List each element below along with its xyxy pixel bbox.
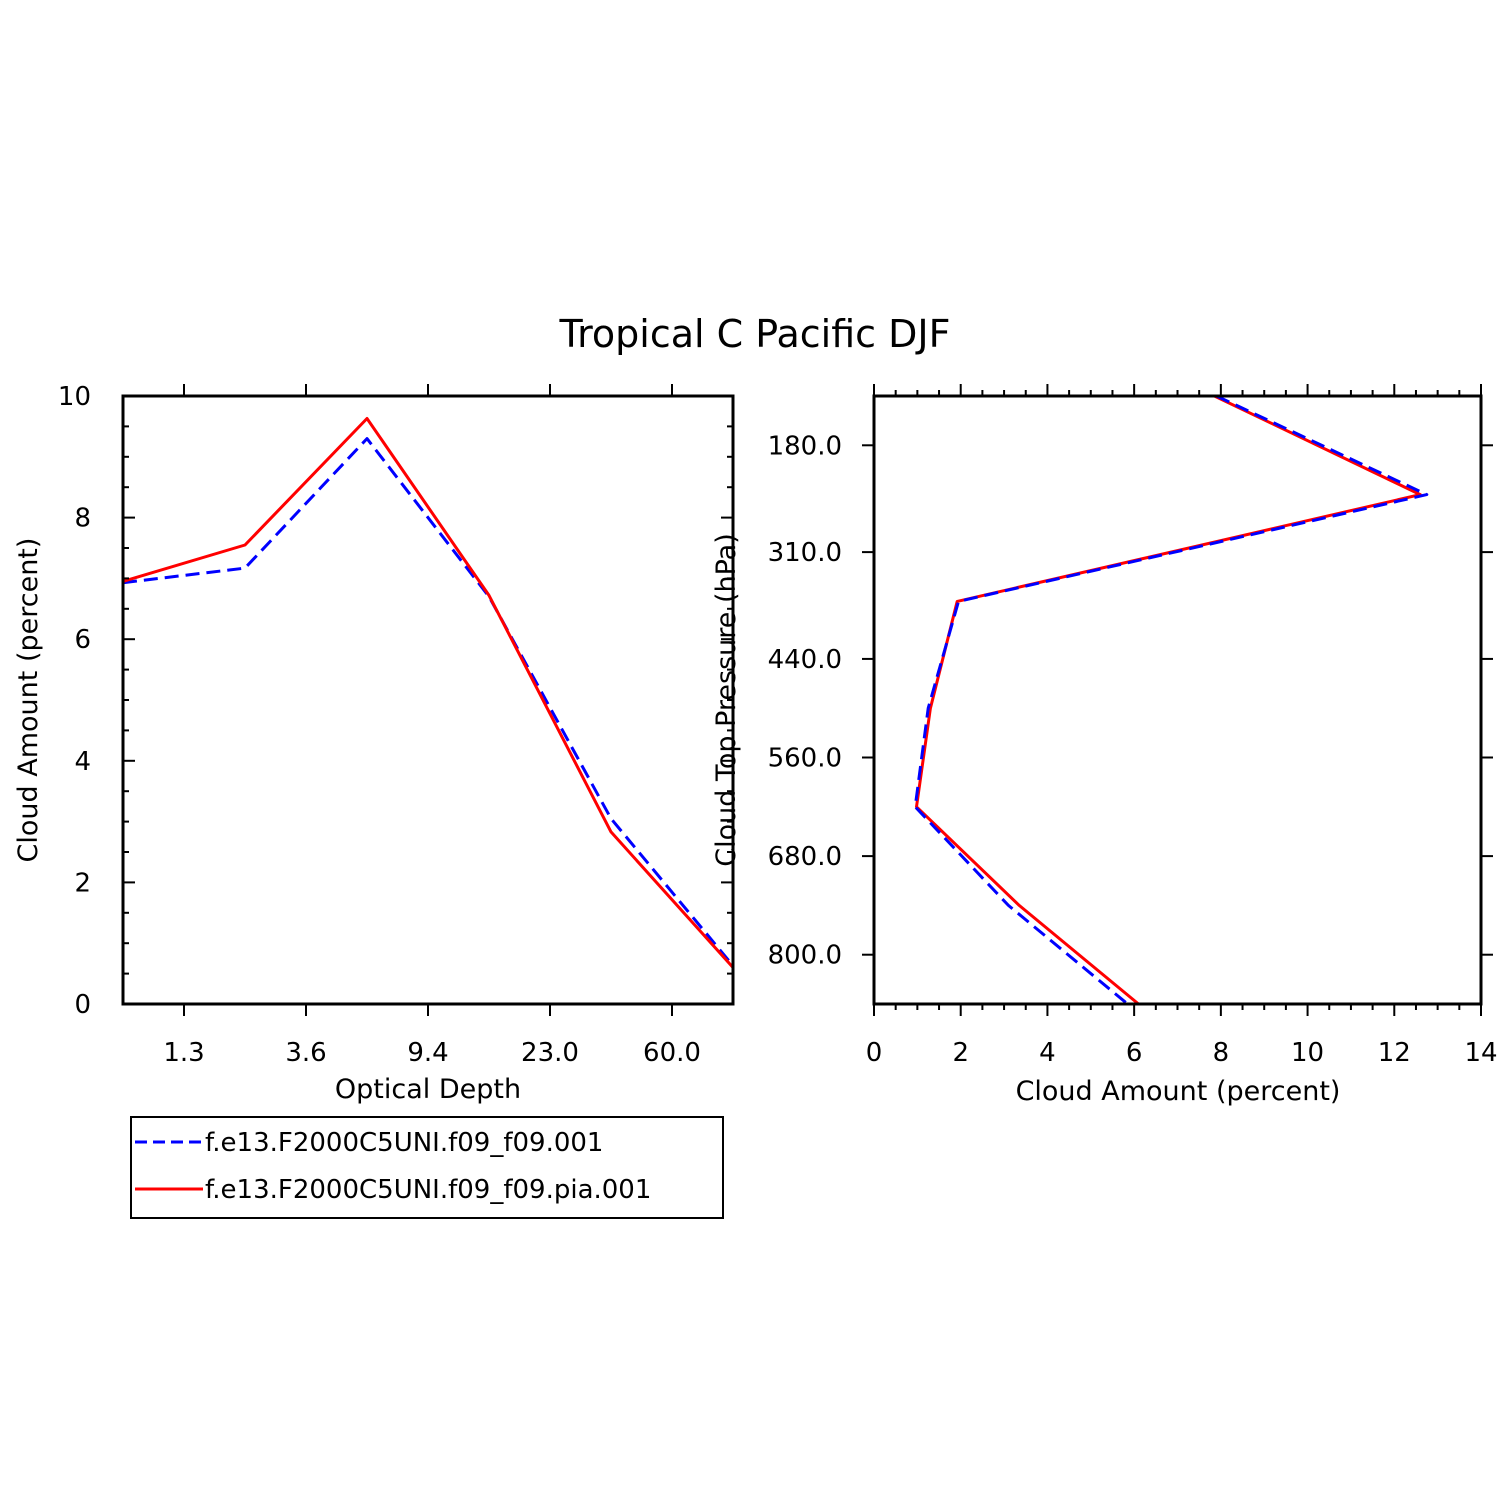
left-y-tick-label: 2 xyxy=(74,868,91,898)
left-x-tick-label: 1.3 xyxy=(163,1038,204,1068)
left-panel: 0 2 4 6 8 10 1.3 3.6 9.4 23.0 60.0 Optical Depth C… xyxy=(13,382,735,1105)
left-x-tick-label: 3.6 xyxy=(285,1038,326,1068)
left-x-axis-label: Optical Depth xyxy=(335,1074,521,1105)
right-x-tick-label: 0 xyxy=(866,1038,883,1068)
left-y-axis-label: Cloud Amount (percent) xyxy=(13,538,44,863)
right-y-tick-label: 680.0 xyxy=(768,842,842,872)
right-x-tick-label: 4 xyxy=(1039,1038,1056,1068)
chart-title: Tropical C Pacific DJF xyxy=(559,312,951,356)
left-y-tick-label: 4 xyxy=(74,747,91,777)
legend: f.e13.F2000C5UNI.f09_f09.001 f.e13.F2000… xyxy=(130,1116,724,1219)
legend-label-2: f.e13.F2000C5UNI.f09_f09.pia.001 xyxy=(205,1175,651,1205)
left-x-tick-label: 9.4 xyxy=(407,1038,448,1068)
left-y-tick-label: 0 xyxy=(74,990,91,1020)
left-y-tick-label: 10 xyxy=(58,382,91,412)
right-x-axis-label: Cloud Amount (percent) xyxy=(1016,1076,1341,1107)
left-x-tick-label: 23.0 xyxy=(521,1038,579,1068)
legend-box xyxy=(130,1116,724,1219)
left-series-line-1 xyxy=(122,437,735,967)
left-ticks: 0 2 4 6 8 10 1.3 3.6 9.4 23.0 60.0 xyxy=(58,382,733,1068)
right-y-tick-label: 800.0 xyxy=(768,941,842,971)
right-y-tick-label: 180.0 xyxy=(768,431,842,461)
left-y-tick-label: 8 xyxy=(74,504,91,534)
right-y-tick-label: 560.0 xyxy=(768,744,842,774)
right-x-tick-label: 2 xyxy=(952,1038,969,1068)
right-x-tick-label: 12 xyxy=(1378,1038,1411,1068)
right-panel: 0 2 4 6 8 10 12 14 180.0 310.0 440.0 560.0 680.0 800.… xyxy=(711,384,1498,1107)
right-x-tick-label: 6 xyxy=(1126,1038,1143,1068)
right-y-axis-label: Cloud Top Pressure (hPa) xyxy=(711,533,742,867)
right-x-tick-label: 14 xyxy=(1464,1038,1497,1068)
right-y-tick-label: 310.0 xyxy=(768,538,842,568)
right-ticks: 0 2 4 6 8 10 12 14 180.0 310.0 440.0 560.0 680.0 800.… xyxy=(768,384,1498,1068)
left-x-tick-label: 60.0 xyxy=(643,1038,701,1068)
right-series-layer xyxy=(913,394,1429,1006)
right-y-tick-label: 440.0 xyxy=(768,645,842,675)
left-y-tick-label: 6 xyxy=(74,625,91,655)
legend-label-1: f.e13.F2000C5UNI.f09_f09.001 xyxy=(205,1128,603,1158)
right-x-tick-label: 10 xyxy=(1291,1038,1324,1068)
right-x-tick-label: 8 xyxy=(1213,1038,1230,1068)
left-series-line-2 xyxy=(122,417,735,969)
right-series-line-1 xyxy=(913,394,1429,1006)
left-series-layer xyxy=(122,417,735,969)
